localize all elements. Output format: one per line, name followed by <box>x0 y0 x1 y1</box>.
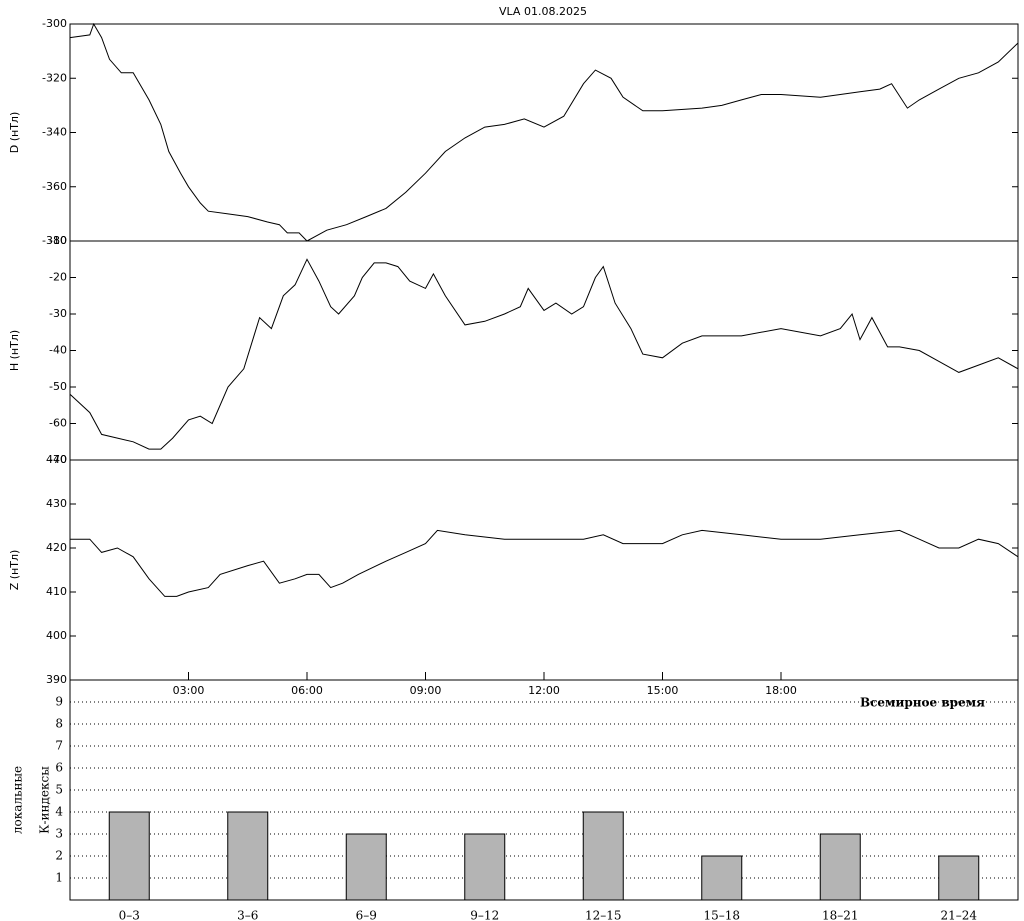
y-tick-label: -50 <box>49 380 67 393</box>
x-tick-label: 21–24 <box>940 909 977 921</box>
x-tick-label: 9–12 <box>470 909 499 921</box>
y-tick-label: 430 <box>46 497 67 510</box>
y-tick-label: 8 <box>55 717 63 731</box>
y-tick-label: -320 <box>42 71 67 84</box>
x-tick-label: 03:00 <box>173 684 205 697</box>
y-axis-label: локальные <box>11 766 25 834</box>
x-tick-label: 18:00 <box>765 684 797 697</box>
y-tick-label: 390 <box>46 673 67 686</box>
x-tick-label: 09:00 <box>410 684 442 697</box>
x-tick-label: 06:00 <box>291 684 323 697</box>
y-tick-label: 4 <box>55 805 63 819</box>
line-series <box>69 22 1019 242</box>
y-axis-label: Z (нТл) <box>8 550 21 591</box>
y-tick-label: -30 <box>49 307 67 320</box>
x-tick-label: 15:00 <box>647 684 679 697</box>
x-tick-label: 12:00 <box>528 684 560 697</box>
y-tick-label: -60 <box>49 417 67 430</box>
y-tick-label: 6 <box>55 761 63 775</box>
x-tick-label: 12–15 <box>585 909 622 921</box>
y-axis-label: D (нТл) <box>8 112 21 154</box>
y-axis-label: К-индексы <box>38 766 52 834</box>
x-tick-label: 3–6 <box>237 909 258 921</box>
x-tick-label: 0–3 <box>119 909 140 921</box>
x-tick-label: 6–9 <box>356 909 377 921</box>
y-tick-label: -340 <box>42 126 67 139</box>
y-tick-label: 9 <box>55 695 63 709</box>
bar <box>819 833 861 901</box>
plot-frame <box>69 459 1019 681</box>
bar <box>582 811 624 901</box>
bar <box>464 833 506 901</box>
y-tick-label: 400 <box>46 629 67 642</box>
bar <box>701 855 743 901</box>
plot-frame <box>69 240 1019 461</box>
line-series <box>70 529 1019 597</box>
y-tick-label: 440 <box>46 453 67 466</box>
y-tick-label: -40 <box>49 344 67 357</box>
y-tick-label: -10 <box>49 234 67 247</box>
y-tick-label: -300 <box>42 17 67 30</box>
y-axis-label: H (нТл) <box>8 330 21 371</box>
x-tick-label: 15–18 <box>703 909 740 921</box>
line-series <box>69 258 1019 450</box>
plot-frame <box>69 23 1019 242</box>
y-tick-label: -380 <box>42 234 67 247</box>
x-tick-label: 18–21 <box>822 909 859 921</box>
y-tick-label: 420 <box>46 541 67 554</box>
chart-title: VLA 01.08.2025 <box>499 5 587 18</box>
y-tick-label: -20 <box>49 271 67 284</box>
bar <box>345 833 387 901</box>
y-tick-label: -70 <box>49 453 67 466</box>
bar <box>108 811 150 901</box>
y-tick-label: 2 <box>55 849 63 863</box>
y-tick-label: 7 <box>55 739 63 753</box>
y-tick-label: 1 <box>55 871 63 885</box>
bar <box>938 855 980 901</box>
y-tick-label: 3 <box>55 827 63 841</box>
y-tick-label: 410 <box>46 585 67 598</box>
plot-frame <box>69 679 1019 901</box>
y-tick-label: -360 <box>42 180 67 193</box>
bar <box>227 811 269 901</box>
y-tick-label: 5 <box>55 783 63 797</box>
